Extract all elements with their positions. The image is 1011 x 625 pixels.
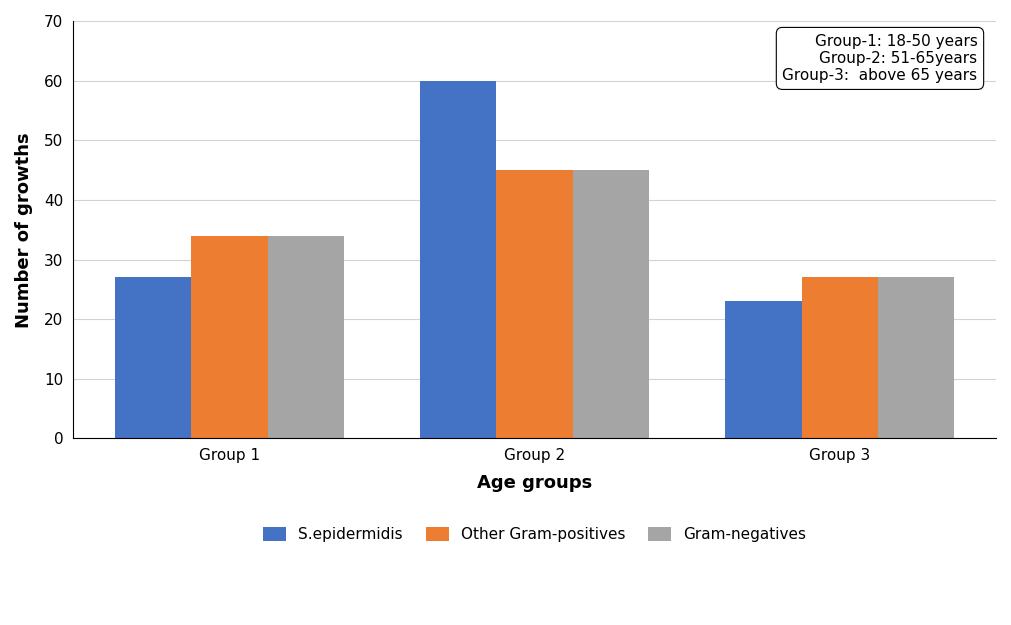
Bar (496, 170, 573, 439)
Bar (573, 170, 649, 439)
X-axis label: Age groups: Age groups (477, 474, 592, 492)
Y-axis label: Number of growths: Number of growths (15, 132, 33, 328)
Bar (268, 236, 344, 439)
Bar (878, 278, 954, 439)
Legend: S.epidermidis, Other Gram-positives, Gram-negatives: S.epidermidis, Other Gram-positives, Gra… (257, 521, 813, 549)
Bar (421, 81, 496, 439)
Bar (191, 236, 268, 439)
Bar (115, 278, 191, 439)
Bar (725, 301, 802, 439)
Text: Group-1: 18-50 years
Group-2: 51-65years
Group-3:  above 65 years: Group-1: 18-50 years Group-2: 51-65years… (783, 34, 978, 83)
Bar (802, 278, 878, 439)
